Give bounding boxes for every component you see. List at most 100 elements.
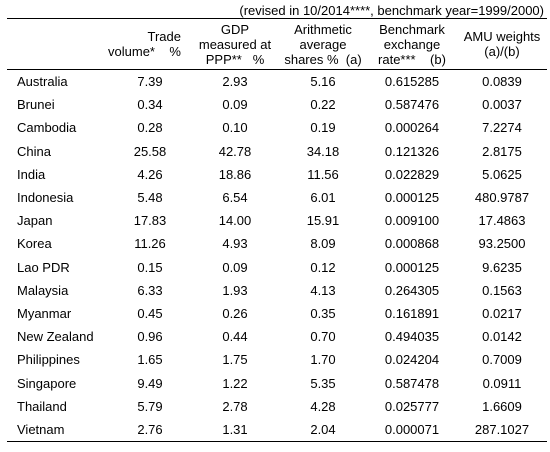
cell-trade-volume: 1.65 <box>137 352 163 368</box>
cell-arithmetic-share: 4.28 <box>310 398 336 414</box>
table-row: India 4.26 18.86 11.56 0.022829 5.0625 <box>7 163 547 186</box>
cell-amu-weight: 0.0839 <box>482 74 522 90</box>
cell-amu-weight: 0.1563 <box>482 282 522 298</box>
cell-country: Japan <box>17 213 53 229</box>
cell-benchmark-rate: 0.121326 <box>384 143 440 159</box>
cell-benchmark-rate: 0.025777 <box>384 398 440 414</box>
cell-gdp-ppp: 1.22 <box>222 375 248 391</box>
cell-country: Thailand <box>17 398 67 414</box>
cell-benchmark-rate: 0.000125 <box>384 259 440 275</box>
table-row: Japan 17.83 14.00 15.91 0.009100 17.4863 <box>7 209 547 232</box>
cell-gdp-ppp: 0.44 <box>222 329 248 345</box>
amu-weights-table: Trade volume* % GDP measured at PPP** % … <box>7 18 547 442</box>
cell-amu-weight: 5.0625 <box>482 166 522 182</box>
table-row: Thailand 5.79 2.78 4.28 0.025777 1.6609 <box>7 395 547 418</box>
cell-arithmetic-share: 1.70 <box>310 352 336 368</box>
cell-benchmark-rate: 0.000125 <box>384 190 440 206</box>
table-row: China 25.58 42.78 34.18 0.121326 2.8175 <box>7 140 547 163</box>
table-header: Trade volume* % GDP measured at PPP** % … <box>7 18 547 70</box>
cell-country: New Zealand <box>17 329 94 345</box>
cell-arithmetic-share: 0.19 <box>310 120 336 136</box>
cell-trade-volume: 6.33 <box>137 282 163 298</box>
cell-gdp-ppp: 14.00 <box>218 213 252 229</box>
cell-trade-volume: 9.49 <box>137 375 163 391</box>
table-row: Indonesia 5.48 6.54 6.01 0.000125 480.9787 <box>7 186 547 209</box>
header-gdp-line-2: measured at <box>198 36 272 52</box>
header-gdp-line-3: PPP** % <box>205 51 265 67</box>
cell-country: Malaysia <box>17 282 69 298</box>
cell-arithmetic-share: 0.22 <box>310 97 336 113</box>
cell-benchmark-rate: 0.494035 <box>384 329 440 345</box>
cell-gdp-ppp: 4.93 <box>222 236 248 252</box>
header-gdp-ppp: GDP measured at PPP** % <box>191 19 279 70</box>
cell-gdp-ppp: 0.10 <box>222 120 248 136</box>
cell-trade-volume: 2.76 <box>137 421 163 437</box>
cell-trade-volume: 5.79 <box>137 398 163 414</box>
cell-trade-volume: 0.15 <box>137 259 163 275</box>
cell-gdp-ppp: 1.31 <box>222 421 248 437</box>
cell-benchmark-rate: 0.024204 <box>384 352 440 368</box>
cell-arithmetic-share: 6.01 <box>310 190 336 206</box>
cell-gdp-ppp: 18.86 <box>218 166 252 182</box>
cell-country: Myanmar <box>17 305 72 321</box>
table-row: Myanmar 0.45 0.26 0.35 0.161891 0.0217 <box>7 302 547 325</box>
header-row: Trade volume* % GDP measured at PPP** % … <box>7 18 547 70</box>
header-amu-weights: AMU weights (a)/(b) <box>457 19 547 70</box>
header-country <box>7 19 101 70</box>
cell-arithmetic-share: 8.09 <box>310 236 336 252</box>
header-bench-line-3: rate*** (b) <box>378 51 446 67</box>
table-row: Brunei 0.34 0.09 0.22 0.587476 0.0037 <box>7 93 547 116</box>
cell-amu-weight: 93.2500 <box>478 236 526 252</box>
table-row: Singapore 9.49 1.22 5.35 0.587478 0.0911 <box>7 371 547 394</box>
cell-arithmetic-share: 0.70 <box>310 329 336 345</box>
header-trade-line-1: Trade <box>147 29 181 44</box>
cell-benchmark-rate: 0.161891 <box>384 305 440 321</box>
cell-trade-volume: 0.34 <box>137 97 163 113</box>
cell-arithmetic-share: 15.91 <box>306 213 340 229</box>
cell-amu-weight: 2.8175 <box>482 143 522 159</box>
cell-country: Korea <box>17 236 52 252</box>
table-row: Philippines 1.65 1.75 1.70 0.024204 0.7009 <box>7 348 547 371</box>
cell-amu-weight: 0.0217 <box>482 305 522 321</box>
cell-amu-weight: 1.6609 <box>482 398 522 414</box>
table-row: Australia 7.39 2.93 5.16 0.615285 0.0839 <box>7 70 547 94</box>
cell-benchmark-rate: 0.615285 <box>384 74 440 90</box>
cell-trade-volume: 11.26 <box>134 236 166 252</box>
cell-amu-weight: 0.0911 <box>482 375 522 391</box>
cell-arithmetic-share: 4.13 <box>310 282 336 298</box>
cell-arithmetic-share: 0.35 <box>310 305 336 321</box>
header-gdp-line-1: GDP <box>220 21 250 37</box>
header-bench-line-2: exchange <box>383 36 441 52</box>
cell-trade-volume: 7.39 <box>137 74 163 90</box>
cell-benchmark-rate: 0.587478 <box>384 375 440 391</box>
cell-benchmark-rate: 0.264305 <box>384 282 440 298</box>
table-body: Australia 7.39 2.93 5.16 0.615285 0.0839 Brune… <box>7 70 547 442</box>
cell-benchmark-rate: 0.000868 <box>384 236 440 252</box>
table-row: New Zealand 0.96 0.44 0.70 0.494035 0.0142 <box>7 325 547 348</box>
table-row: Korea 11.26 4.93 8.09 0.000868 93.2500 <box>7 232 547 255</box>
cell-country: Indonesia <box>17 190 74 206</box>
cell-arithmetic-share: 0.12 <box>310 259 336 275</box>
table-row: Lao PDR 0.15 0.09 0.12 0.000125 9.6235 <box>7 256 547 279</box>
cell-amu-weight: 17.4863 <box>478 213 526 229</box>
cell-trade-volume: 4.26 <box>137 166 163 182</box>
header-amu-line-1: AMU weights <box>463 29 541 44</box>
cell-arithmetic-share: 2.04 <box>310 421 336 437</box>
revision-caption: (revised in 10/2014****, benchmark year=… <box>239 3 544 18</box>
cell-arithmetic-share: 5.16 <box>310 74 336 90</box>
cell-gdp-ppp: 6.54 <box>222 190 248 206</box>
cell-benchmark-rate: 0.009100 <box>384 213 440 229</box>
cell-benchmark-rate: 0.000264 <box>384 120 440 136</box>
cell-trade-volume: 0.96 <box>137 329 163 345</box>
header-arith-line-2: average <box>299 36 347 52</box>
cell-arithmetic-share: 11.56 <box>307 166 339 182</box>
header-trade-volume: Trade volume* % <box>101 19 191 70</box>
header-arith-line-1: Arithmetic <box>294 21 352 37</box>
cell-amu-weight: 287.1027 <box>474 421 530 437</box>
cell-gdp-ppp: 0.09 <box>222 97 248 113</box>
cell-trade-volume: 17.83 <box>133 213 167 229</box>
header-arithmetic-average: Arithmetic average shares % (a) <box>279 19 367 70</box>
cell-trade-volume: 0.45 <box>137 305 163 321</box>
cell-benchmark-rate: 0.587476 <box>384 97 440 113</box>
